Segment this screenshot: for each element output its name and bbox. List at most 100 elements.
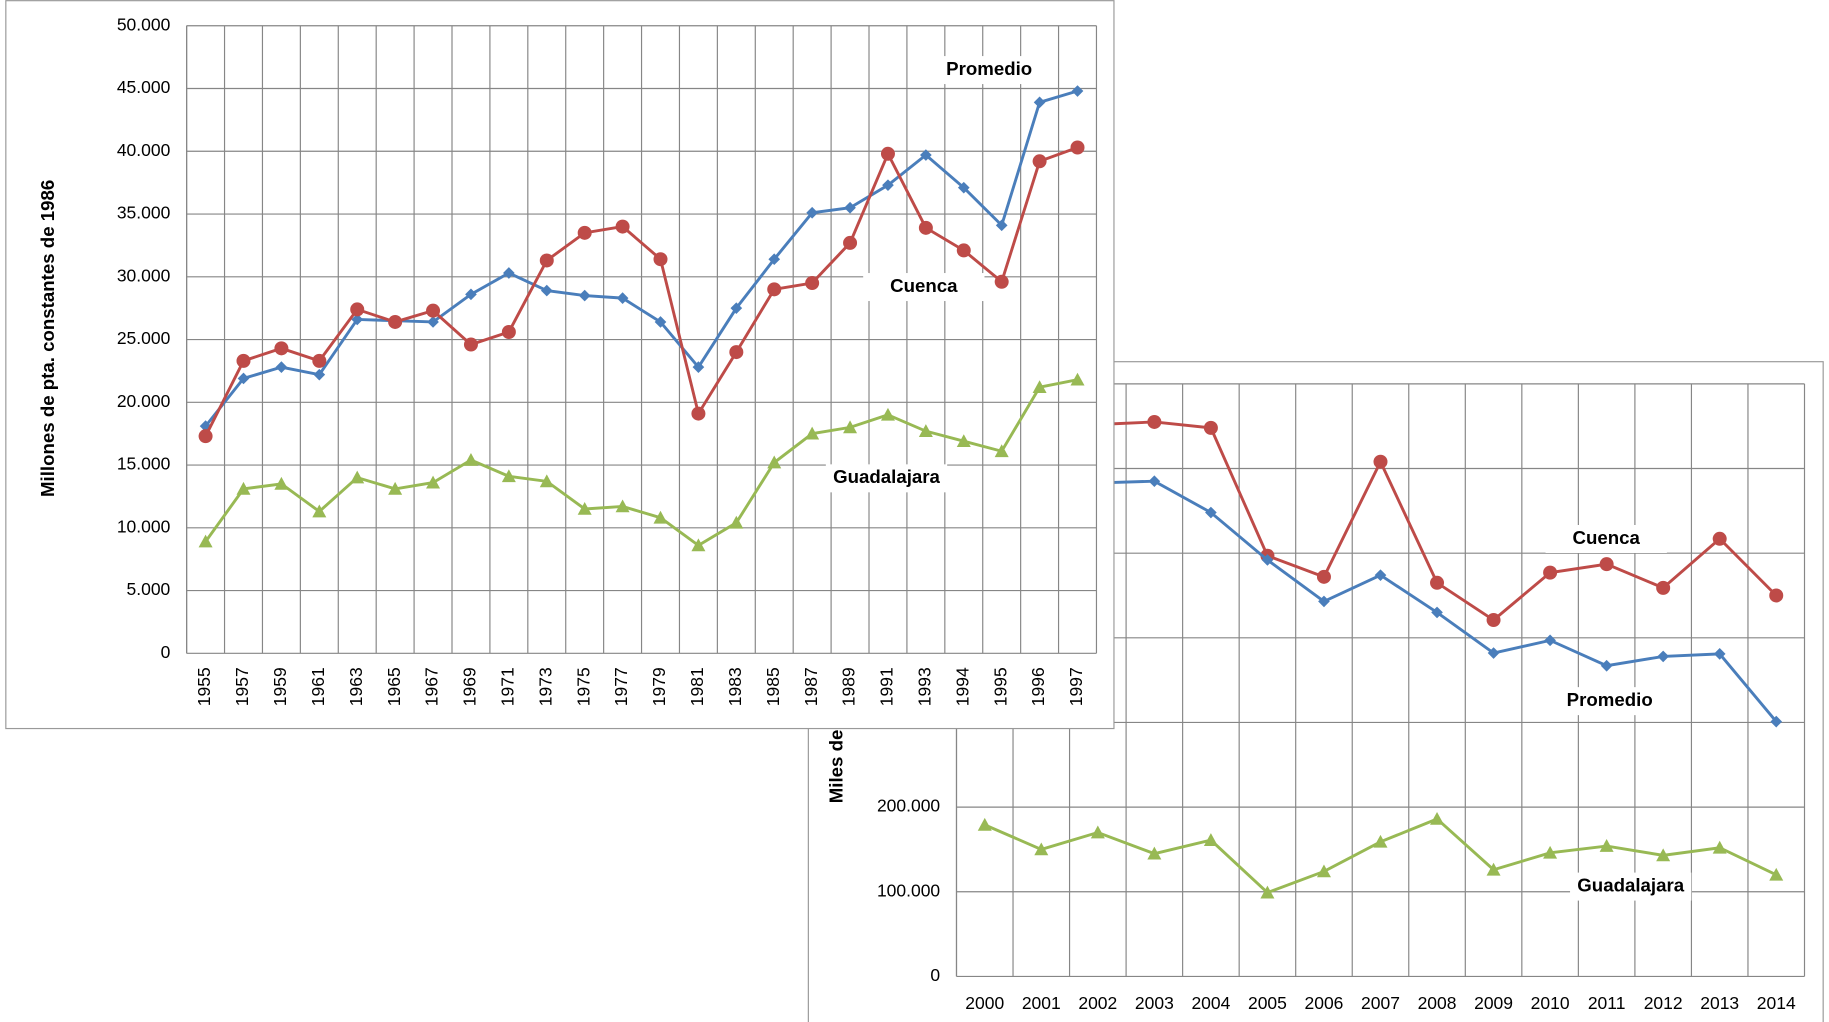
marker <box>463 453 478 466</box>
marker <box>427 316 439 328</box>
x-tick-label: 1975 <box>573 667 593 706</box>
x-tick-label: 2008 <box>1418 993 1457 1013</box>
marker <box>426 475 441 489</box>
marker <box>1203 420 1218 435</box>
marker <box>465 288 477 301</box>
marker <box>615 499 630 513</box>
marker <box>312 504 327 518</box>
marker <box>767 282 782 297</box>
marker <box>691 406 706 421</box>
series-label: Promedio <box>1567 689 1653 710</box>
marker <box>1431 606 1443 619</box>
x-tick-label: 2007 <box>1361 993 1400 1013</box>
y-tick-label: 50.000 <box>117 14 171 34</box>
x-tick-label: 1981 <box>687 667 707 706</box>
marker <box>843 235 858 250</box>
series-line <box>204 89 1078 428</box>
label-bg <box>1549 687 1671 716</box>
x-tick-label: 2012 <box>1644 993 1683 1013</box>
y-tick-label: 35.000 <box>117 203 171 223</box>
marker <box>540 284 553 297</box>
x-tick-label: 2014 <box>1757 993 1796 1013</box>
marker <box>236 353 251 368</box>
x-tick-label: 1973 <box>535 667 555 706</box>
y-tick-label: 5.000 <box>127 579 171 599</box>
y-axis-label: Millones de pta. constantes de 1986 <box>37 180 58 497</box>
marker <box>388 314 403 329</box>
x-tick-label: 1979 <box>649 667 669 706</box>
marker <box>1034 842 1049 856</box>
marker <box>198 534 213 548</box>
marker <box>1316 569 1331 584</box>
marker <box>729 345 744 360</box>
y-tick-label: 20.000 <box>117 391 171 411</box>
marker <box>615 219 630 234</box>
x-tick-label: 1991 <box>877 667 897 706</box>
series-label: Promedio <box>946 58 1032 79</box>
marker <box>1148 475 1161 488</box>
marker <box>994 274 1009 289</box>
x-tick-label: 1977 <box>611 667 631 706</box>
marker <box>882 179 894 191</box>
x-tick-label: 1997 <box>1066 667 1086 706</box>
series-label: Guadalajara <box>1577 875 1684 896</box>
y-tick-label: 45.000 <box>117 77 171 97</box>
y-tick-label: 40.000 <box>117 140 171 160</box>
y-tick-label: 100.000 <box>877 880 940 900</box>
x-tick-label: 1959 <box>270 667 290 706</box>
series-line <box>204 146 1079 437</box>
marker <box>501 325 516 339</box>
x-tick-label: 1993 <box>914 667 934 706</box>
marker <box>1033 96 1046 109</box>
marker <box>539 253 554 268</box>
y-tick-label: 15.000 <box>117 454 171 474</box>
x-tick-label: 1983 <box>725 667 745 706</box>
marker <box>616 292 629 304</box>
marker <box>805 426 820 440</box>
marker <box>844 201 856 214</box>
marker <box>275 361 288 373</box>
x-tick-label: 1971 <box>497 667 517 706</box>
x-tick-label: 1963 <box>346 667 366 706</box>
marker <box>1713 648 1726 660</box>
marker <box>312 353 327 368</box>
marker <box>198 429 213 444</box>
x-tick-label: 2001 <box>1022 993 1061 1013</box>
x-tick-label: 1957 <box>232 667 252 706</box>
marker <box>236 481 251 495</box>
series-label: Cuenca <box>1573 527 1641 548</box>
marker <box>1543 565 1558 580</box>
y-tick-label: 200.000 <box>877 796 940 816</box>
marker <box>426 303 441 318</box>
marker <box>1374 569 1387 582</box>
marker <box>1071 85 1084 97</box>
marker <box>539 474 554 488</box>
chart-frame <box>5 0 1115 730</box>
label-bg <box>928 56 1050 85</box>
marker <box>918 424 933 437</box>
y-tick-label: 30.000 <box>117 265 171 285</box>
marker <box>578 289 591 302</box>
marker <box>1070 140 1085 155</box>
series-label: Cuenca <box>890 275 958 296</box>
x-tick-label: 2009 <box>1474 993 1513 1013</box>
marker <box>350 470 365 484</box>
marker <box>463 337 478 352</box>
marker <box>1147 846 1162 860</box>
label-bg <box>1545 524 1667 553</box>
marker <box>1657 650 1670 663</box>
x-tick-label: 1965 <box>384 667 404 706</box>
marker <box>768 253 781 266</box>
x-tick-label: 1987 <box>801 667 821 706</box>
marker <box>1373 454 1388 469</box>
marker <box>1656 580 1671 595</box>
marker <box>1486 862 1501 876</box>
marker <box>1712 840 1727 854</box>
x-tick-label: 1989 <box>839 667 859 706</box>
marker <box>1599 839 1614 852</box>
marker <box>1544 634 1556 647</box>
marker <box>1205 506 1217 519</box>
y-tick-label: 0 <box>161 642 171 662</box>
